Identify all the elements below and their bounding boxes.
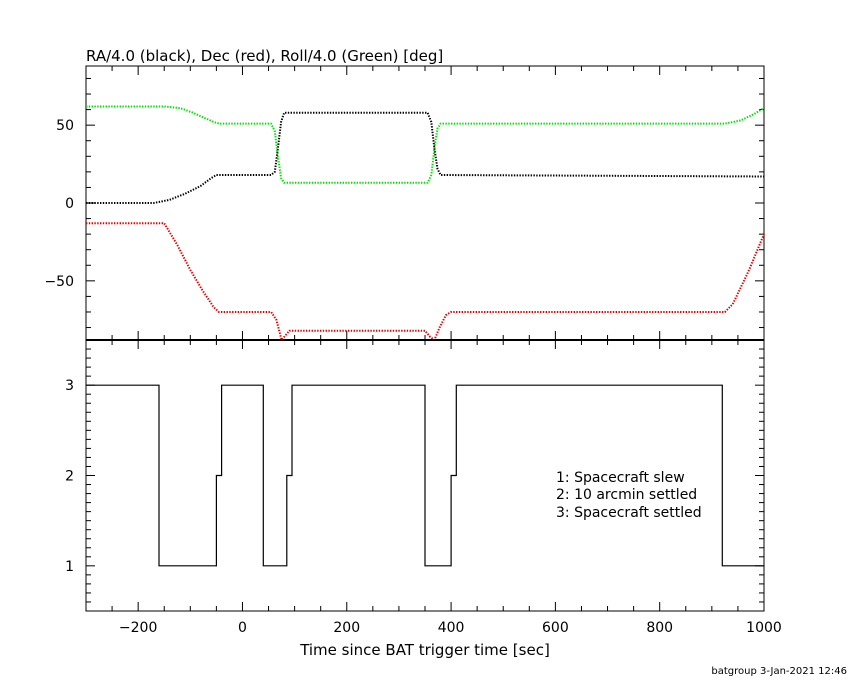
top-panel-series (86, 105, 765, 341)
chart-title: RA/4.0 (black), Dec (red), Roll/4.0 (Gre… (86, 47, 443, 65)
x-axis-label: Time since BAT trigger time [sec] (299, 641, 550, 659)
legend-entry-10arcmin: 2: 10 arcmin settled (556, 487, 697, 503)
y-tick-label: 50 (56, 118, 74, 134)
y-tick-label: 3 (65, 378, 74, 394)
legend-entry-slew: 1: Spacecraft slew (556, 470, 685, 486)
footer-credit: batgroup 3-Jan-2021 12:46 (711, 666, 847, 677)
roll-series-line (86, 105, 765, 184)
legend-entry-settled: 3: Spacecraft settled (556, 505, 702, 521)
x-tick-label: −200 (119, 620, 157, 636)
x-tick-label: 400 (438, 620, 465, 636)
y-tick-label: −50 (44, 274, 74, 290)
bottom-panel-ticks: −200 0 200 400 600 800 1000 1 2 3 (65, 340, 782, 636)
dec-series-line (86, 222, 765, 341)
y-tick-label: 1 (65, 559, 74, 575)
y-tick-label: 2 (65, 469, 74, 485)
ra-series-line (86, 111, 765, 204)
x-tick-label: 800 (646, 620, 673, 636)
x-tick-label: 1000 (746, 620, 782, 636)
x-tick-label: 200 (333, 620, 360, 636)
x-tick-label: 0 (238, 620, 247, 636)
top-panel-ticks: −50 0 50 (44, 66, 765, 340)
top-panel-frame (85, 65, 765, 341)
x-tick-label: 600 (542, 620, 569, 636)
bottom-panel: −200 0 200 400 600 800 1000 1 2 3 1: Spacecraft s… (65, 339, 782, 636)
bottom-panel-series (86, 384, 764, 567)
y-tick-label: 0 (65, 196, 74, 212)
status-step-line (86, 384, 764, 567)
legend: 1: Spacecraft slew 2: 10 arcmin settled … (556, 470, 702, 521)
top-panel: −50 0 50 (44, 65, 765, 341)
